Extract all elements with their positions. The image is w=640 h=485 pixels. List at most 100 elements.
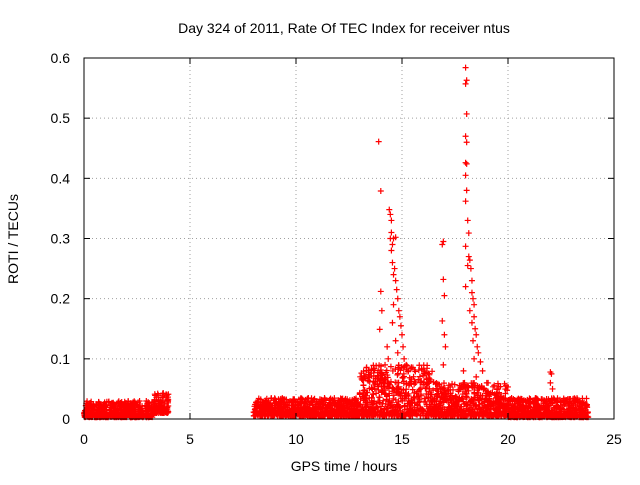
data-point <box>399 331 405 338</box>
data-point-cluster <box>549 409 556 416</box>
data-point-cluster <box>421 399 428 406</box>
data-point <box>405 367 412 374</box>
data-point-cluster <box>107 402 114 409</box>
data-point <box>397 322 404 329</box>
data-point-cluster <box>130 399 137 406</box>
data-point-cluster <box>417 385 424 392</box>
data-point-cluster <box>389 388 396 395</box>
data-point-cluster <box>382 375 389 382</box>
axis-ticks: 0 5 10 15 20 25 0 0.1 0.2 0.3 0.4 0.5 0.6 <box>51 50 622 447</box>
data-point-cluster <box>146 412 153 419</box>
data-point-cluster <box>420 366 427 373</box>
data-point-cluster <box>425 412 432 419</box>
data-point-cluster <box>460 410 467 417</box>
data-point <box>471 355 478 362</box>
data-point <box>463 187 470 194</box>
data-point-cluster <box>571 395 578 402</box>
data-point <box>377 187 384 194</box>
data-point <box>439 317 446 324</box>
data-point-cluster <box>413 390 420 397</box>
data-point <box>463 139 470 146</box>
data-point-cluster <box>254 402 261 409</box>
data-point-cluster <box>562 401 569 408</box>
data-point <box>468 319 475 326</box>
data-point-cluster <box>97 402 104 409</box>
data-point-cluster <box>446 394 453 401</box>
data-point-cluster <box>463 394 470 401</box>
data-point-cluster <box>474 392 481 399</box>
data-point-cluster <box>360 382 367 389</box>
data-point-cluster <box>137 402 144 409</box>
data-point-cluster <box>451 381 458 388</box>
x-axis-label: GPS time / hours <box>291 458 398 474</box>
data-point-cluster <box>257 412 264 419</box>
data-point-cluster <box>275 402 282 409</box>
data-point-cluster <box>360 368 367 375</box>
data-point <box>471 313 478 320</box>
data-point-cluster <box>363 364 370 371</box>
data-point-cluster <box>160 390 167 397</box>
data-point-cluster <box>351 397 358 404</box>
data-point-cluster <box>434 405 441 412</box>
data-point-cluster <box>399 411 406 418</box>
data-point <box>389 259 396 266</box>
data-point-cluster <box>416 373 423 380</box>
data-point <box>391 265 398 272</box>
x-tick-label: 10 <box>288 431 304 447</box>
data-point <box>479 367 486 374</box>
data-point-cluster <box>298 395 305 402</box>
data-point-cluster <box>437 386 444 393</box>
data-point-cluster <box>390 403 397 410</box>
data-point-cluster <box>489 411 496 418</box>
data-point <box>468 289 475 296</box>
data-point-cluster <box>160 404 167 411</box>
data-point-cluster <box>455 386 462 393</box>
data-point <box>400 343 407 350</box>
data-point-cluster <box>462 411 469 418</box>
data-point-cluster <box>410 394 417 401</box>
data-point <box>392 234 399 241</box>
data-point-cluster <box>327 405 334 412</box>
data-point-cluster <box>371 385 378 392</box>
data-point-cluster <box>292 401 299 408</box>
data-point-cluster <box>423 376 430 383</box>
data-point <box>440 361 447 368</box>
data-point <box>463 77 470 84</box>
data-point-cluster <box>401 406 408 413</box>
data-point-cluster <box>559 413 566 420</box>
data-point-cluster <box>277 399 284 406</box>
data-point-cluster <box>131 407 138 414</box>
data-point <box>460 367 467 374</box>
data-point-cluster <box>259 409 266 416</box>
data-point <box>462 159 469 166</box>
x-tick-label: 0 <box>80 431 88 447</box>
data-point <box>389 241 396 248</box>
data-point-cluster <box>144 402 151 409</box>
data-point-cluster <box>357 373 364 380</box>
x-tick-label: 20 <box>500 431 516 447</box>
data-point <box>390 301 397 308</box>
data-point-cluster <box>88 398 95 405</box>
data-point-cluster <box>468 395 475 402</box>
data-point-cluster <box>441 406 448 413</box>
data-point-cluster <box>502 382 509 389</box>
data-point-cluster <box>461 400 468 407</box>
data-point-cluster <box>378 372 385 379</box>
data-point-cluster <box>434 380 441 387</box>
data-point-cluster <box>257 403 264 410</box>
data-point <box>382 361 389 368</box>
data-point <box>388 229 395 236</box>
data-point <box>392 337 399 344</box>
data-point <box>395 307 402 314</box>
data-point-cluster <box>93 402 100 409</box>
data-point <box>401 355 408 362</box>
data-point-cluster <box>312 412 319 419</box>
data-point-cluster <box>499 410 506 417</box>
data-point-cluster <box>449 386 456 393</box>
data-point-cluster <box>482 404 489 411</box>
data-point-cluster <box>517 397 524 404</box>
data-point-cluster <box>490 383 497 390</box>
data-point-cluster <box>530 400 537 407</box>
data-point-cluster <box>563 396 570 403</box>
